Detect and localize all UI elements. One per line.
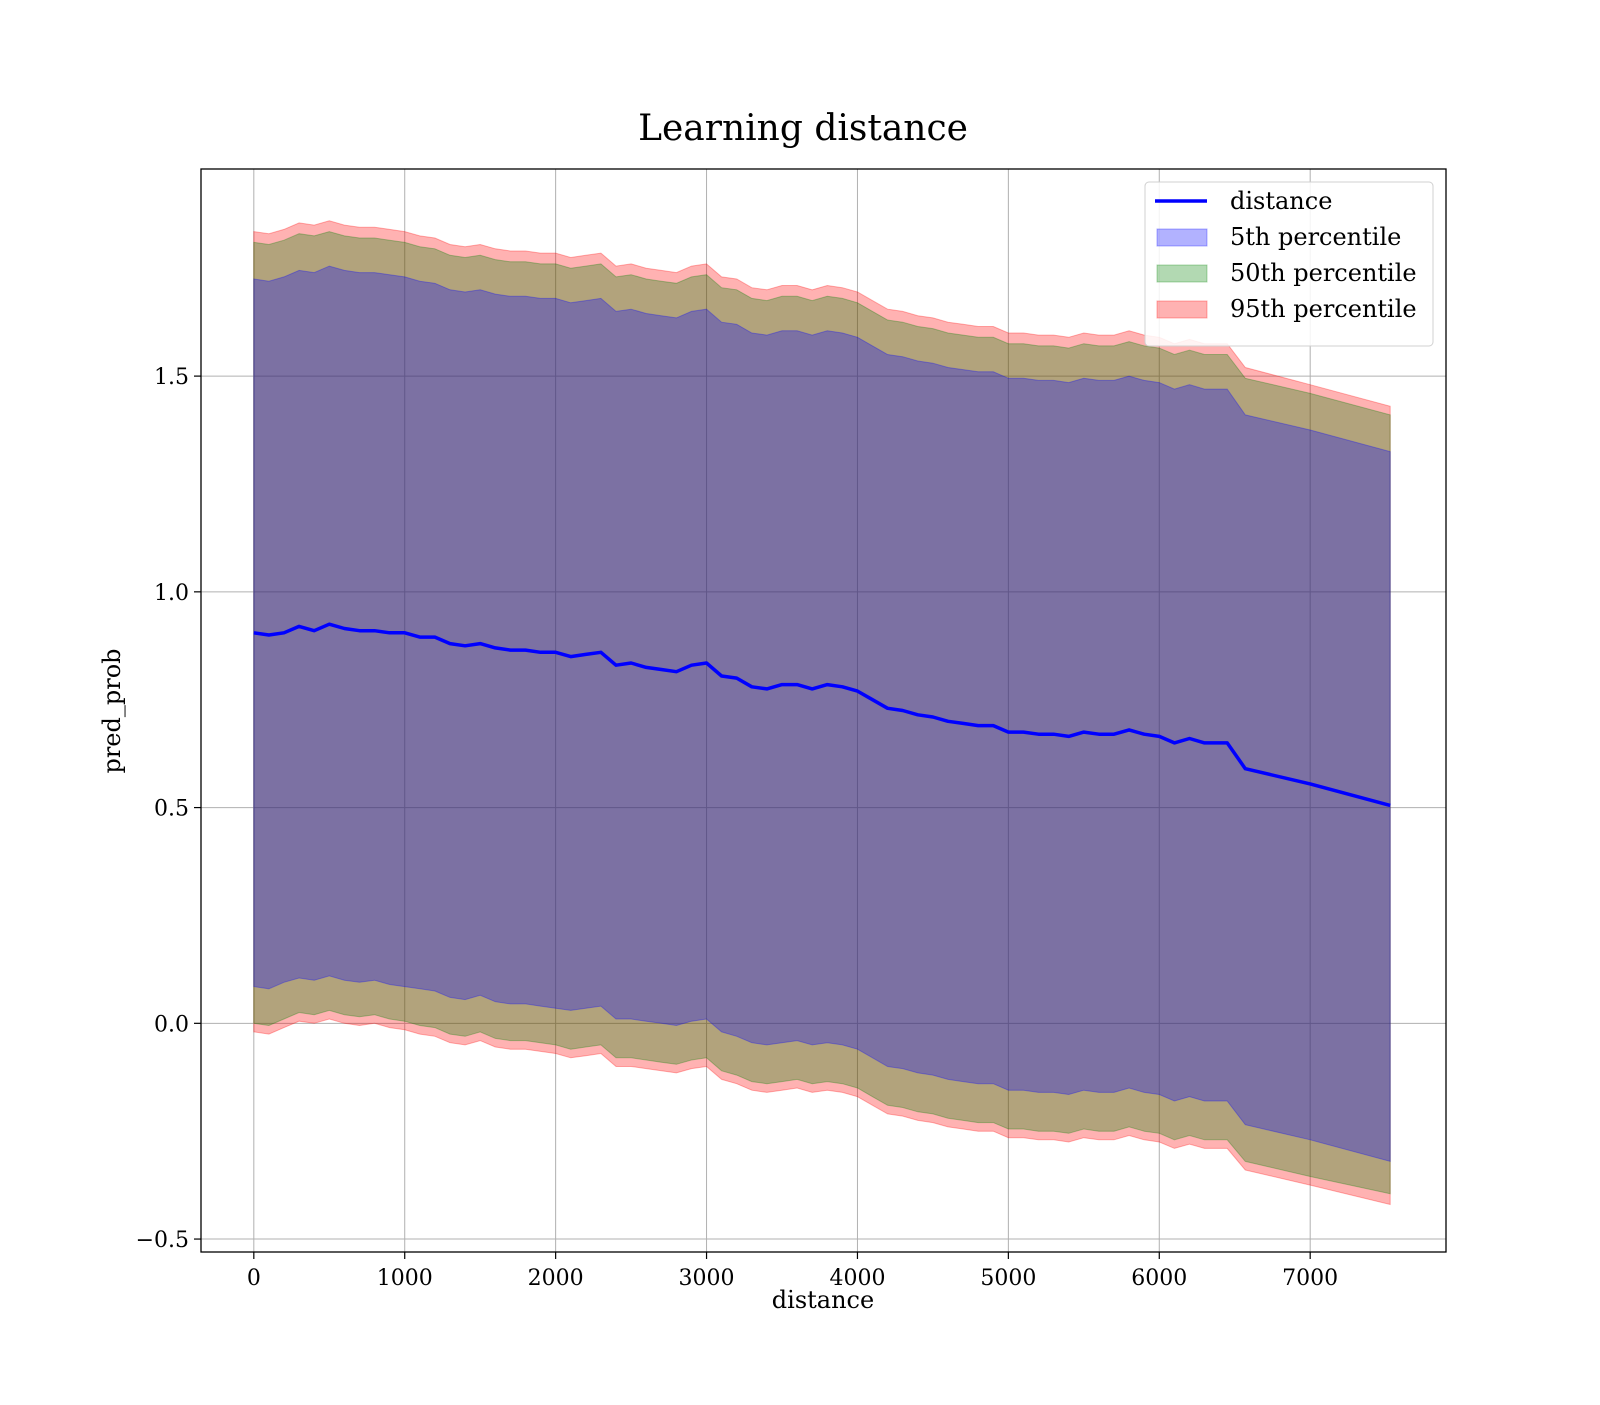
band-50th-percentile: [253, 231, 1391, 1195]
distance-line-layer: [253, 622, 1391, 808]
x-tick-label-5: 5000: [980, 1266, 1036, 1291]
distance-series-line: [253, 622, 1391, 808]
x-tick-label-2: 2000: [528, 1266, 584, 1291]
legend-label-distance: distance: [1230, 187, 1332, 215]
legend-label-50th-percentile: 50th percentile: [1230, 259, 1417, 287]
x-tick-label-3: 3000: [679, 1266, 735, 1291]
legend-label-95th-percentile: 95th percentile: [1230, 295, 1417, 323]
legend-label-5th-percentile: 5th percentile: [1230, 223, 1401, 251]
y-tick-label-0: −0.5: [136, 1228, 189, 1253]
y-axis-label: pred_prob: [98, 648, 126, 773]
x-axis-ticks: 0 1000 2000 3000 4000 5000 6000 7000: [247, 1252, 1338, 1291]
legend-box: [1144, 181, 1434, 347]
y-tick-label-2: 0.5: [154, 797, 189, 822]
y-tick-label-4: 1.5: [154, 365, 189, 390]
band-5th-percentile: [253, 265, 1391, 1163]
y-tick-label-1: 0.0: [154, 1012, 189, 1037]
grid-lines: [201, 169, 1446, 1252]
x-tick-label-0: 0: [247, 1266, 261, 1291]
legend-swatch-95th-percentile: [1156, 300, 1208, 319]
legend: distance 5th percentile 50th percentile 95t…: [1144, 181, 1434, 347]
legend-swatch-5th-percentile: [1156, 228, 1208, 247]
x-tick-label-4: 4000: [829, 1266, 885, 1291]
legend-swatch-50th-percentile: [1156, 264, 1208, 283]
plot-frame: [200, 168, 1447, 1253]
band-95th-percentile: [253, 220, 1391, 1206]
x-axis-label: distance: [772, 1286, 874, 1314]
x-tick-label-1: 1000: [377, 1266, 433, 1291]
y-axis-ticks: −0.5 0.0 0.5 1.0 1.5: [136, 365, 201, 1253]
x-tick-label-6: 6000: [1131, 1266, 1187, 1291]
x-tick-label-7: 7000: [1282, 1266, 1338, 1291]
percentile-bands: [253, 220, 1391, 1206]
y-tick-label-3: 1.0: [154, 581, 189, 606]
chart-title: Learning distance: [638, 108, 968, 149]
